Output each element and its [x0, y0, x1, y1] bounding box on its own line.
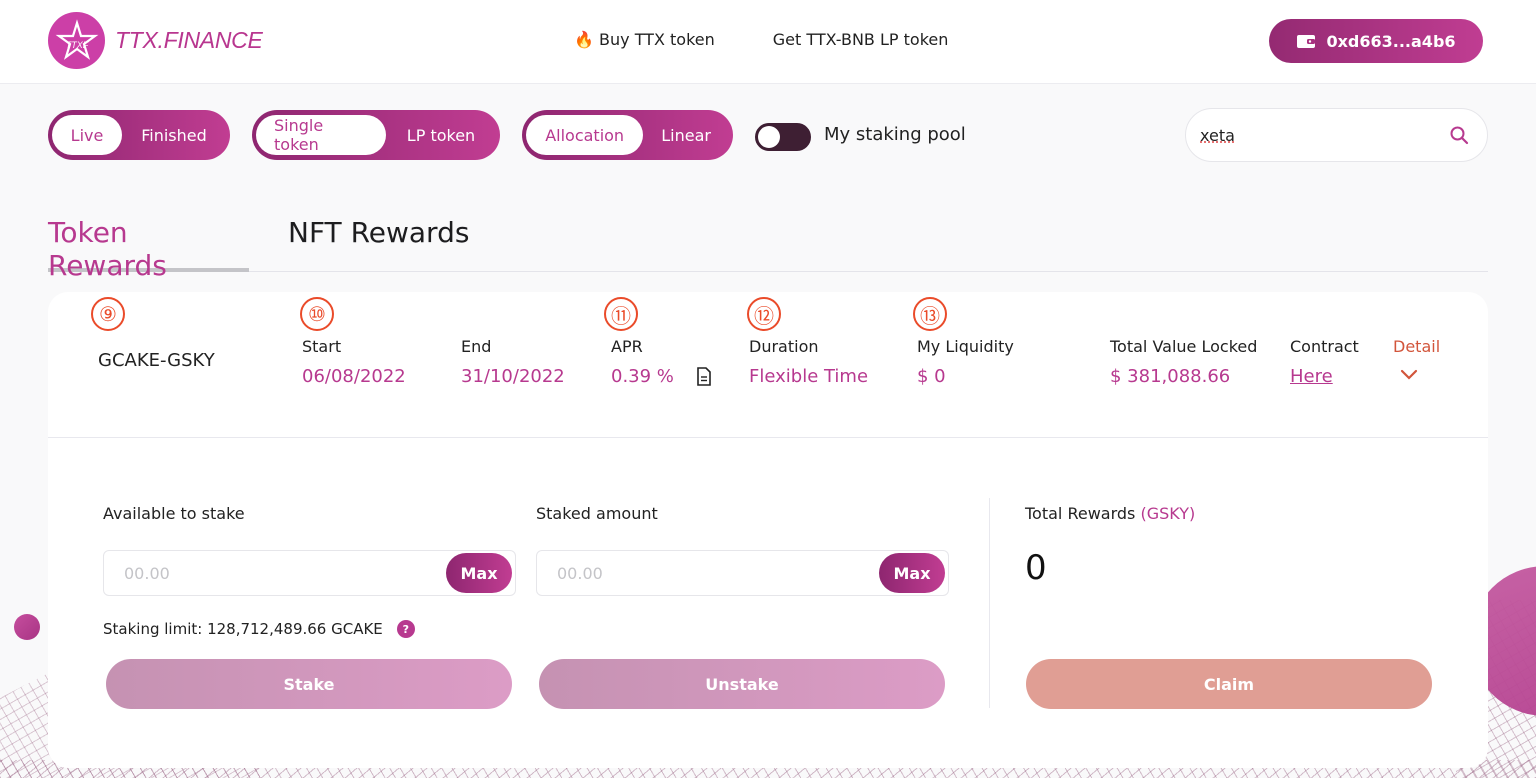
logo-star-icon: TTXF — [48, 12, 105, 69]
annotation-marker-9: ⑨ — [91, 297, 125, 331]
staking-limit: Staking limit: 128,712,489.66 GCAKE ? — [103, 620, 415, 638]
rewards-tabs: Token Rewards NFT Rewards — [48, 216, 1488, 282]
top-header: TTXF TTX.FINANCE 🔥 Buy TTX token Get TTX… — [0, 0, 1536, 84]
filter-allocation[interactable]: Allocation — [526, 115, 644, 155]
apr-label: APR — [611, 337, 643, 356]
buy-ttx-link[interactable]: 🔥 Buy TTX token — [574, 30, 715, 49]
tab-nft-rewards[interactable]: NFT Rewards — [288, 216, 470, 249]
end-label: End — [461, 337, 492, 356]
search-icon[interactable] — [1449, 125, 1469, 145]
status-segmented-control: Live Finished — [48, 110, 230, 160]
unstake-amount-field: Max — [536, 550, 949, 596]
distribution-segmented-control: Allocation Linear — [522, 110, 733, 160]
search-box — [1185, 108, 1488, 162]
toggle-knob — [758, 126, 780, 148]
unstake-amount-input[interactable] — [557, 563, 879, 583]
staked-amount-label: Staked amount — [536, 504, 658, 523]
contract-label: Contract — [1290, 337, 1359, 356]
wallet-address: 0xd663...a4b6 — [1326, 31, 1456, 51]
annotation-marker-13: ⑬ — [913, 297, 947, 331]
pool-name: GCAKE-GSKY — [98, 350, 215, 371]
column-divider — [989, 498, 990, 708]
duration-value: Flexible Time — [749, 366, 869, 387]
annotation-marker-11: ⑪ — [604, 297, 638, 331]
total-rewards-label: Total Rewards (GSKY) — [1025, 504, 1196, 523]
total-rewards-value: 0 — [1025, 548, 1047, 588]
tvl-label: Total Value Locked — [1110, 337, 1258, 356]
end-value: 31/10/2022 — [461, 366, 565, 387]
token-type-segmented-control: Single token LP token — [252, 110, 500, 160]
stake-button[interactable]: Stake — [106, 659, 512, 709]
background-dot — [14, 614, 40, 640]
reward-token: (GSKY) — [1140, 504, 1196, 523]
buy-ttx-label: Buy TTX token — [599, 30, 715, 49]
my-liquidity-value: $ 0 — [917, 366, 946, 387]
annotation-marker-10: ⑩ — [300, 297, 334, 331]
wallet-button[interactable]: 0xd663...a4b6 — [1269, 19, 1483, 63]
tvl-value: $ 381,088.66 — [1110, 366, 1231, 387]
stake-max-button[interactable]: Max — [446, 553, 512, 593]
pool-summary-row[interactable]: ⑨ ⑩ ⑪ ⑫ ⑬ GCAKE-GSKY Start 06/08/2022 En… — [48, 292, 1488, 438]
stake-amount-field: Max — [103, 550, 516, 596]
document-icon[interactable] — [696, 367, 712, 386]
start-label: Start — [302, 337, 342, 356]
wallet-icon — [1297, 35, 1316, 48]
get-lp-token-link[interactable]: Get TTX-BNB LP token — [772, 30, 949, 49]
brand-logo[interactable]: TTXF TTX.FINANCE — [48, 12, 263, 69]
filter-linear[interactable]: Linear — [661, 125, 711, 145]
duration-label: Duration — [749, 337, 819, 356]
search-input[interactable] — [1200, 125, 1449, 145]
stake-amount-input[interactable] — [124, 563, 446, 583]
my-staking-pool-toggle[interactable] — [755, 123, 811, 151]
top-nav: 🔥 Buy TTX token Get TTX-BNB LP token — [574, 30, 948, 49]
my-staking-pool-label: My staking pool — [824, 124, 966, 145]
detail-label[interactable]: Detail — [1393, 337, 1441, 356]
tab-token-rewards[interactable]: Token Rewards — [48, 216, 249, 282]
annotation-marker-12: ⑫ — [747, 297, 781, 331]
filter-single-token[interactable]: Single token — [256, 115, 386, 155]
unstake-button[interactable]: Unstake — [539, 659, 945, 709]
chevron-down-icon[interactable] — [1400, 366, 1418, 384]
filter-finished[interactable]: Finished — [141, 125, 207, 145]
pool-card: ⑨ ⑩ ⑪ ⑫ ⑬ GCAKE-GSKY Start 06/08/2022 En… — [48, 292, 1488, 768]
available-to-stake-label: Available to stake — [103, 504, 245, 523]
brand-name: TTX.FINANCE — [115, 27, 263, 53]
claim-button[interactable]: Claim — [1026, 659, 1432, 709]
unstake-max-button[interactable]: Max — [879, 553, 945, 593]
staking-limit-text: Staking limit: 128,712,489.66 GCAKE — [103, 620, 383, 638]
fire-icon: 🔥 — [574, 30, 594, 49]
apr-value: 0.39 % — [611, 366, 674, 387]
filter-live[interactable]: Live — [52, 115, 122, 155]
svg-text:TTXF: TTXF — [65, 40, 88, 50]
my-liquidity-label: My Liquidity — [917, 337, 1014, 356]
help-icon[interactable]: ? — [396, 620, 415, 638]
start-value: 06/08/2022 — [302, 366, 406, 387]
filter-lp-token[interactable]: LP token — [406, 125, 476, 145]
contract-link[interactable]: Here — [1290, 366, 1333, 387]
